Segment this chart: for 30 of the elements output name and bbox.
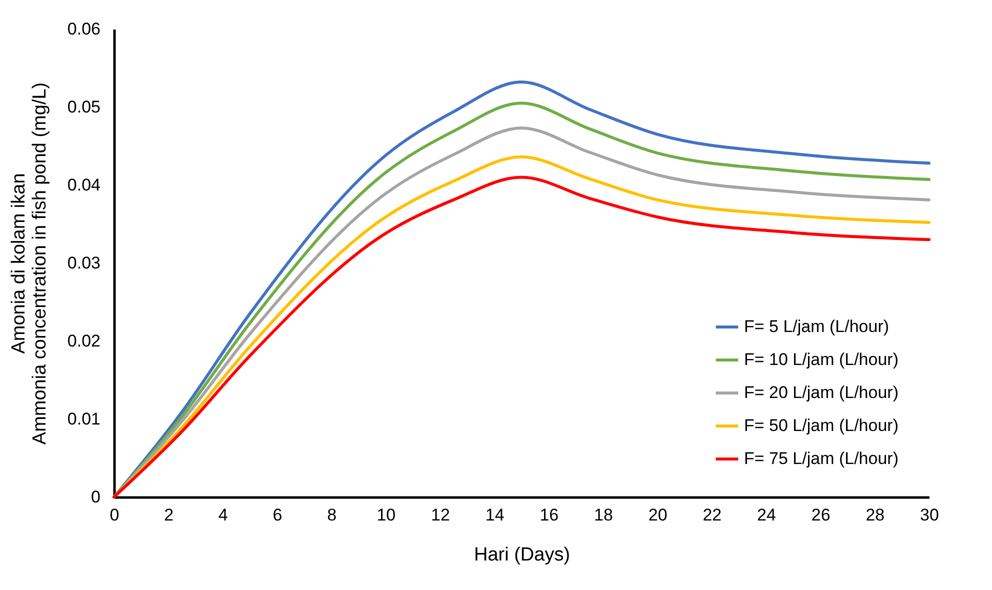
y-axis-title: Amonia di kolam ikan Ammonia concentration in fish pond (mg/L) <box>8 82 50 445</box>
x-tick-label: 22 <box>702 506 722 524</box>
x-tick-label: 24 <box>757 506 776 524</box>
legend-label: F= 50 L/jam (L/hour) <box>744 416 898 435</box>
legend-label: F= 10 L/jam (L/hour) <box>744 350 898 369</box>
y-tick-label: 0.01 <box>67 410 100 428</box>
x-tick-label: 16 <box>540 506 559 524</box>
y-tick-label: 0.05 <box>67 98 100 116</box>
legend-label: F= 20 L/jam (L/hour) <box>744 383 898 402</box>
x-tick-label: 12 <box>431 506 450 524</box>
x-tick-label: 26 <box>811 506 830 524</box>
x-tick-label: 30 <box>920 506 939 524</box>
x-tick-label: 14 <box>485 506 504 524</box>
x-tick-label: 6 <box>272 506 282 524</box>
y-tick-label: 0 <box>91 488 100 506</box>
x-tick-label: 18 <box>594 506 613 524</box>
x-tick-label: 10 <box>376 506 396 524</box>
x-tick-label: 0 <box>110 506 120 524</box>
x-tick-label: 20 <box>648 506 668 524</box>
y-tick-label: 0.02 <box>67 332 100 350</box>
legend-label: F= 75 L/jam (L/hour) <box>744 449 898 468</box>
legend-label: F= 5 L/jam (L/hour) <box>744 317 890 336</box>
x-tick-label: 8 <box>327 506 337 524</box>
x-axis-title: Hari (Days) <box>474 544 570 566</box>
x-tick-label: 4 <box>218 506 228 524</box>
y-tick-label: 0.06 <box>67 20 100 38</box>
x-tick-label: 2 <box>164 506 174 524</box>
y-tick-label: 0.03 <box>67 254 100 272</box>
x-tick-label: 28 <box>866 506 885 524</box>
y-tick-label: 0.04 <box>67 176 100 194</box>
